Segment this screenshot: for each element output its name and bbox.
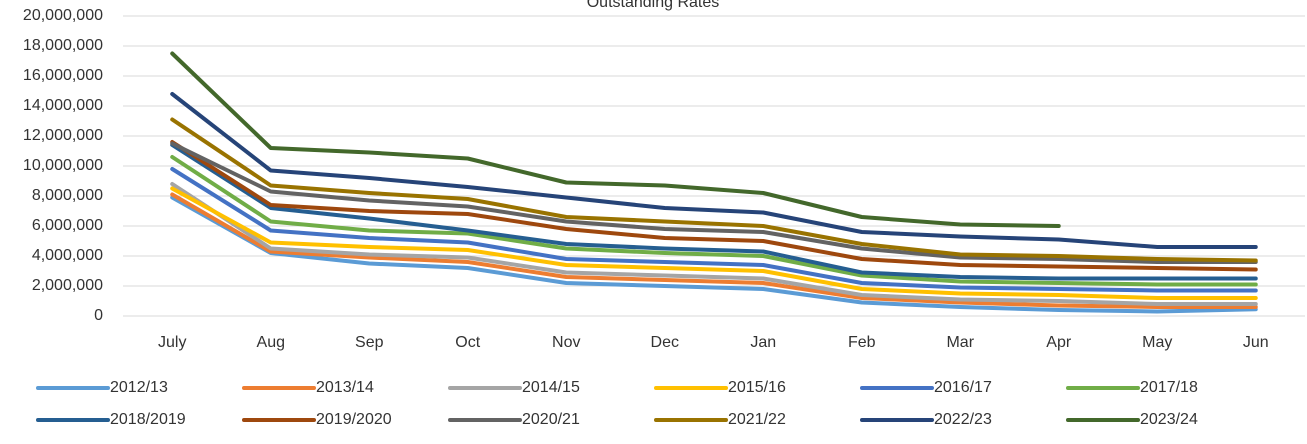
series-line [170,140,1258,272]
y-tick-label: 6,000,000 [32,217,103,234]
y-tick-label: 18,000,000 [23,37,103,54]
legend-label: 2014/15 [522,379,580,396]
y-tick-label: 2,000,000 [32,277,103,294]
legend-label: 2019/2020 [316,411,392,428]
y-tick-label: 16,000,000 [23,67,103,84]
x-tick-label: Aug [257,334,285,351]
legend-label: 2015/16 [728,379,786,396]
x-tick-label: Oct [455,334,480,351]
legend-label: 2017/18 [1140,379,1198,396]
y-tick-label: 0 [94,307,103,324]
series-line [170,167,1258,293]
y-tick-label: 8,000,000 [32,187,103,204]
series-line [170,182,1258,306]
legend-label: 2021/22 [728,411,786,428]
series-line [170,117,1258,263]
series-line [170,141,1258,264]
y-tick-label: 14,000,000 [23,97,103,114]
x-tick-label: Dec [651,334,679,351]
chart-title: Outstanding Rates [587,0,720,11]
x-tick-label: Apr [1046,334,1072,351]
x-tick-label: May [1142,334,1172,351]
series-line [170,143,1258,281]
y-tick-label: 20,000,000 [23,7,103,24]
series-line [170,195,1258,314]
x-tick-label: July [158,334,186,351]
series-line [170,192,1258,309]
legend-label: 2013/14 [316,379,374,396]
legend-label: 2018/2019 [110,411,186,428]
legend-label: 2020/21 [522,411,580,428]
x-tick-label: Mar [946,334,974,351]
series-line [170,51,1061,228]
legend-label: 2016/17 [934,379,992,396]
y-tick-label: 10,000,000 [23,157,103,174]
legend-label: 2012/13 [110,379,168,396]
x-tick-label: Jan [750,334,776,351]
x-tick-label: Jun [1243,334,1269,351]
y-tick-label: 12,000,000 [23,127,103,144]
series-line [170,186,1258,300]
x-tick-label: Feb [848,334,876,351]
series-line [170,155,1258,287]
x-tick-label: Sep [355,334,384,351]
series-line [170,92,1258,249]
x-tick-label: Nov [552,334,580,351]
y-tick-label: 4,000,000 [32,247,103,264]
legend-label: 2022/23 [934,411,992,428]
legend-label: 2023/24 [1140,411,1198,428]
